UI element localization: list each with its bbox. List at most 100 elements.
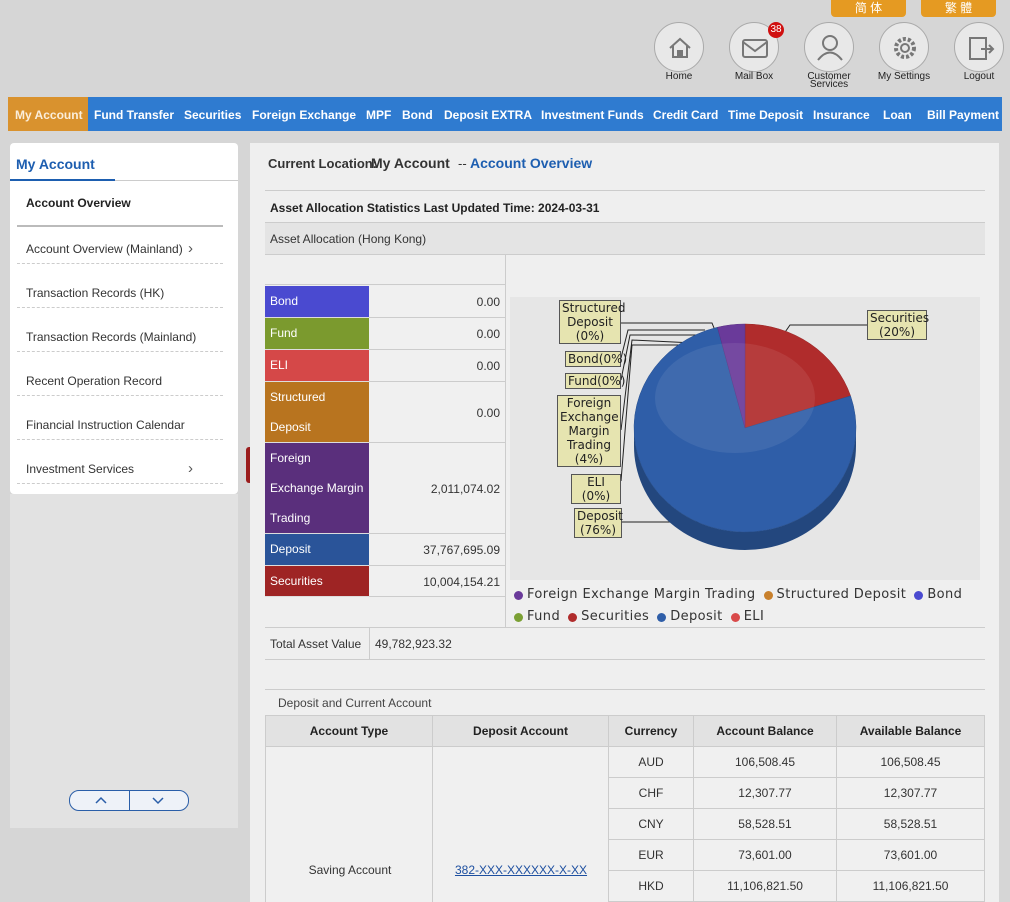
sidebar-item[interactable]: Transaction Records (Mainland)	[26, 330, 197, 344]
icon-glyph	[894, 37, 916, 59]
language-button[interactable]: 简 体	[831, 0, 906, 17]
arrows	[95, 796, 164, 805]
divider	[17, 263, 223, 264]
chevron: ›	[188, 240, 193, 257]
divider	[265, 284, 505, 285]
pie-slice	[633, 326, 857, 533]
nav-item[interactable]: Insurance	[813, 108, 870, 122]
asset-amount-cell: 37,767,695.09	[369, 534, 505, 566]
asset-amount: 0.00	[476, 405, 500, 420]
nav-item[interactable]: Deposit EXTRA	[444, 108, 533, 122]
icon-label[interactable]: Home	[665, 71, 693, 82]
legend-marker	[763, 590, 773, 600]
nav-item[interactable]: Loan	[883, 108, 912, 122]
nav-icon[interactable]	[879, 22, 929, 72]
legend-item[interactable]: Deposit	[657, 606, 723, 628]
sidebar-item[interactable]: Account Overview	[26, 196, 131, 210]
nav-item[interactable]: Credit Card	[653, 108, 719, 122]
icon-label[interactable]: Mail Box	[734, 71, 774, 82]
nav-item[interactable]: Investment Funds	[541, 108, 644, 122]
asset-amount: 37,767,695.09	[423, 543, 500, 557]
divider	[10, 180, 238, 181]
nav-item[interactable]: MPF	[366, 108, 392, 122]
divider	[369, 628, 370, 659]
legend-item[interactable]: Structured Deposit	[763, 584, 907, 606]
total-value: 49,782,923.32	[375, 637, 452, 651]
asset-title: Asset Allocation Statistics Last Updated…	[270, 201, 600, 215]
language-button[interactable]: 繁 體	[921, 0, 996, 17]
sidebar-base	[10, 494, 238, 828]
legend-item[interactable]: Bond	[914, 584, 962, 606]
nav-item[interactable]: My Account	[15, 108, 83, 122]
asset-name: ELI	[270, 358, 289, 372]
asset-subtitle: Asset Allocation (Hong Kong)	[270, 232, 427, 246]
asset-amount-cell: 0.00	[369, 350, 505, 382]
pie-gloss	[655, 343, 815, 453]
nav-item[interactable]: Bond	[402, 108, 433, 122]
sidebar-item[interactable]: Recent Operation Record	[26, 374, 163, 388]
asset-color-cell: Foreign Exchange Margin Trading	[265, 443, 369, 534]
nav-item[interactable]: Foreign Exchange	[252, 108, 357, 122]
sidebar-item[interactable]: Transaction Records (HK)	[26, 286, 165, 300]
nav-icon[interactable]	[804, 22, 854, 72]
legend-item[interactable]: Foreign Exchange Margin Trading	[514, 584, 756, 606]
asset-name: Structured Deposit	[270, 390, 326, 434]
nav-icon[interactable]	[954, 22, 1004, 72]
asset-amount: 0.00	[476, 359, 500, 373]
asset-amount-cell: 0.00	[369, 382, 505, 443]
nav-item[interactable]: Time Deposit	[728, 108, 804, 122]
chevron: ›	[188, 460, 193, 477]
icon-glyph	[969, 37, 995, 60]
asset-name: Bond	[270, 294, 299, 308]
asset-name: Fund	[270, 326, 298, 340]
nav-item[interactable]: Securities	[184, 108, 242, 122]
legend-item[interactable]: Securities	[568, 606, 649, 628]
legend-marker	[730, 612, 740, 622]
legend-marker	[657, 612, 667, 622]
divider	[17, 225, 223, 227]
icon-label[interactable]: My Settings	[877, 71, 931, 82]
asset-color-cell: ELI	[265, 350, 369, 382]
slice-label: ELI (0%)	[571, 474, 621, 504]
legend-label: Foreign Exchange Margin Trading	[527, 587, 756, 602]
sidebar-item[interactable]: Financial Instruction Calendar	[26, 418, 185, 432]
legend-item[interactable]: Fund	[514, 606, 560, 628]
nav-icon[interactable]	[654, 22, 704, 72]
pie-slice-side	[634, 428, 856, 550]
nav-item[interactable]: Bill Payment	[927, 108, 1000, 122]
total-label: Total Asset Value	[270, 637, 362, 651]
asset-color-cell: Securities	[265, 566, 369, 597]
total-row: Total Asset Value 49,782,923.32	[265, 627, 985, 660]
divider	[505, 255, 506, 627]
icon-label[interactable]: Customer Services	[807, 71, 851, 90]
nav-active-tab	[8, 97, 88, 131]
legend-marker	[514, 590, 523, 600]
divider	[17, 483, 223, 484]
deposit-title: Deposit and Current Account	[278, 696, 432, 710]
pie-sides	[634, 428, 856, 550]
legend-label: Bond	[927, 587, 963, 602]
asset-amount-cell: 2,011,074.02	[369, 443, 505, 534]
asset-amount: 2,011,074.02	[430, 481, 500, 496]
divider	[17, 307, 223, 308]
legend-item[interactable]: ELI	[730, 606, 765, 628]
account-number[interactable]: 382-XXX-XXXXXX-X-XX	[454, 863, 588, 877]
icon-glyph	[742, 39, 768, 58]
asset-color-cell: Deposit	[265, 534, 369, 566]
slice-label: Foreign Exchange Margin Trading (4%)	[557, 395, 621, 467]
asset-color-cell: Bond	[265, 286, 369, 318]
sidebar-item[interactable]: Account Overview (Mainland)	[26, 242, 183, 256]
asset-color-cell: Structured Deposit	[265, 382, 369, 443]
title-underline	[10, 179, 115, 181]
asset-color-cell: Fund	[265, 318, 369, 350]
sidebar-item[interactable]: Investment Services	[26, 462, 135, 476]
slice-label: Securities (20%)	[867, 310, 929, 340]
nav-item[interactable]: Fund Transfer	[94, 108, 175, 122]
icon-label[interactable]: Logout	[963, 71, 995, 82]
scroll-buttons[interactable]	[69, 790, 189, 811]
asset-name: Foreign Exchange Margin Trading	[270, 451, 364, 525]
pie-slice	[744, 323, 851, 429]
slice-label: Structured Deposit (0%)	[559, 300, 625, 344]
sidebar-title: My Account	[16, 156, 95, 172]
asset-name: Deposit	[270, 542, 311, 556]
